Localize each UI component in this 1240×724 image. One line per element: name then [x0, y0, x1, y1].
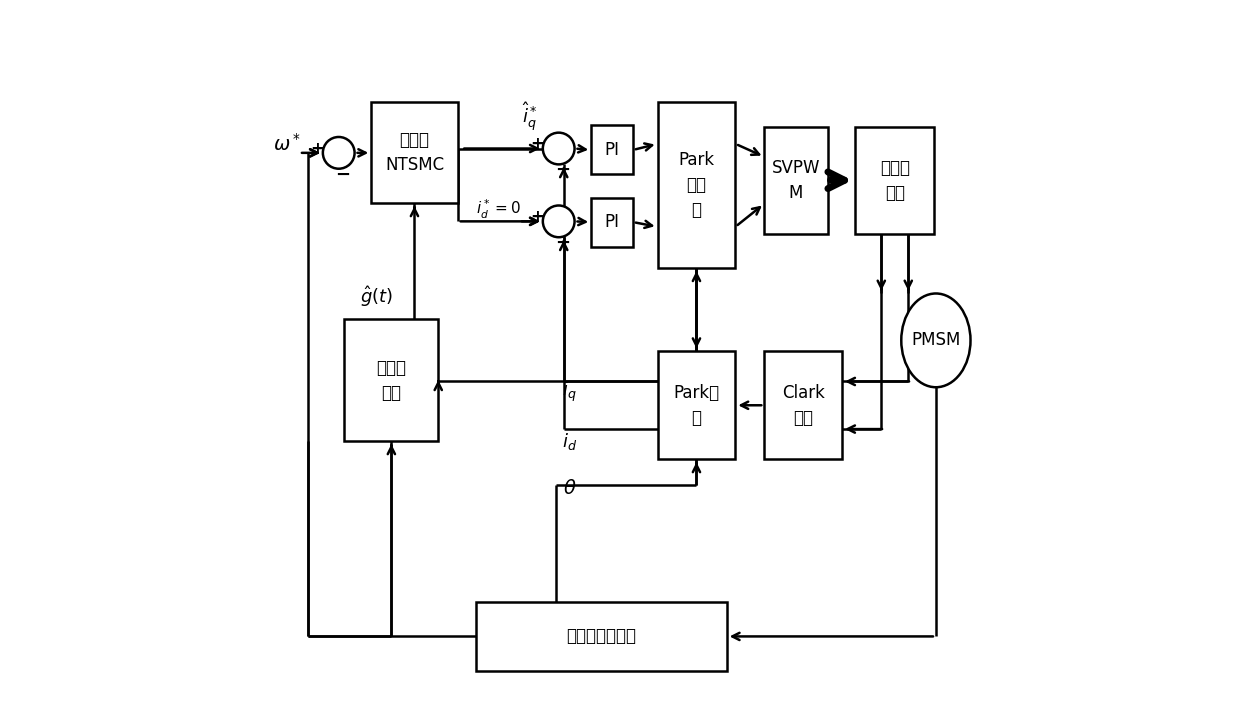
Text: −: −	[335, 166, 350, 183]
Bar	[657, 102, 735, 268]
Text: $\theta$: $\theta$	[563, 479, 577, 497]
Text: Park变
换: Park变 换	[673, 384, 719, 426]
Text: Park
逆变
换: Park 逆变 换	[678, 151, 714, 219]
Bar	[657, 351, 735, 459]
Text: $i_d^*=0$: $i_d^*=0$	[476, 198, 521, 221]
Text: +: +	[531, 135, 544, 153]
Text: −: −	[554, 234, 570, 252]
Bar	[371, 102, 458, 203]
Circle shape	[543, 132, 574, 164]
Bar	[345, 319, 438, 442]
Text: Clark
变换: Clark 变换	[781, 384, 825, 426]
Circle shape	[322, 137, 355, 169]
Text: PI: PI	[605, 141, 620, 159]
Text: PMSM: PMSM	[911, 332, 961, 350]
Text: $i_d$: $i_d$	[562, 431, 577, 452]
Ellipse shape	[901, 293, 971, 387]
Text: SVPW
M: SVPW M	[771, 159, 820, 202]
Text: $\hat{g}(t)$: $\hat{g}(t)$	[361, 285, 393, 309]
Text: 自适应
NTSMC: 自适应 NTSMC	[384, 131, 444, 174]
Bar	[591, 125, 632, 174]
Text: $\hat{i}_q^*$: $\hat{i}_q^*$	[522, 101, 538, 133]
Text: PI: PI	[605, 213, 620, 231]
Text: $i_q$: $i_q$	[562, 380, 577, 405]
Text: +: +	[310, 140, 324, 158]
Text: +: +	[531, 208, 544, 226]
Text: 干扰观
测器: 干扰观 测器	[377, 358, 407, 402]
Text: $\omega^*$: $\omega^*$	[273, 132, 301, 154]
Bar	[764, 127, 828, 234]
Circle shape	[543, 206, 574, 237]
Text: 位置和速度检测: 位置和速度检测	[567, 628, 636, 645]
Text: −: −	[554, 161, 570, 179]
Bar	[591, 198, 632, 247]
Bar	[764, 351, 842, 459]
Text: 三相逆
变器: 三相逆 变器	[880, 159, 910, 202]
Bar	[856, 127, 935, 234]
Bar	[476, 602, 727, 670]
